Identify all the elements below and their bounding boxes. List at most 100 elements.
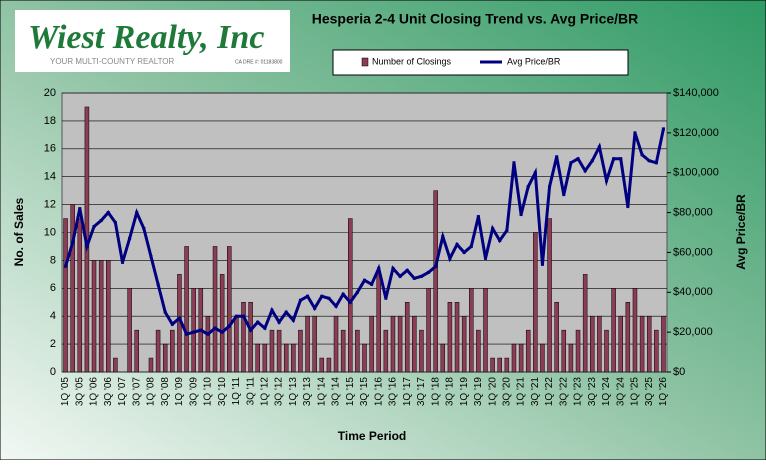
y-tick-label: 2 [50,338,56,350]
y2-tick-label: $140,000 [673,87,719,99]
legend-label: Number of Closings [372,56,452,66]
price-marker [313,306,317,310]
price-marker [291,318,295,322]
bar [184,246,189,373]
price-marker [605,179,608,183]
y-tick-label: 10 [44,226,56,238]
bar [283,343,289,373]
bar [276,329,282,373]
bar [497,357,502,373]
price-marker [469,244,473,248]
bar [305,315,310,373]
logo-tagline: YOUR MULTI-COUNTY REALTOR [50,57,175,66]
bar [219,274,225,373]
bar [469,288,474,373]
price-marker [640,153,644,157]
bar [518,343,524,373]
bar [483,288,488,373]
price-marker [590,159,594,163]
x-tick-label: 1Q '09 [174,377,185,407]
price-marker [242,314,245,318]
bar [646,315,652,373]
bar [632,288,638,373]
price-marker [370,282,374,286]
price-marker [298,298,302,302]
y-tick-label: 14 [44,171,56,183]
x-tick-label: 1Q '14 [316,377,327,407]
price-marker [619,157,623,161]
bar [404,302,410,373]
bar [561,329,567,373]
price-marker [170,322,174,326]
bar [390,315,396,373]
bar [575,329,581,373]
price-marker [533,171,537,175]
bar [369,315,374,373]
bar [490,357,495,373]
bar [383,329,389,373]
price-marker [263,326,267,330]
price-marker [163,310,167,314]
bar [611,288,616,373]
price-marker [234,314,238,318]
x-tick-label: 3Q '15 [359,377,370,407]
y-tick-label: 12 [44,199,56,211]
price-marker [206,332,210,336]
price-marker [626,205,630,209]
price-marker [85,244,89,248]
bar [77,218,83,373]
price-marker [412,276,416,280]
price-marker [284,310,288,314]
price-marker [419,274,423,278]
bar [362,343,367,373]
bar [604,329,609,373]
y-tick-label: 18 [44,115,56,127]
price-marker [270,308,274,312]
y-tick-label: 0 [50,366,56,378]
x-tick-label: 3Q '23 [587,377,598,407]
x-tick-label: 3Q '24 [615,377,626,407]
bar [419,329,424,373]
price-marker [562,193,566,197]
bar [63,218,68,373]
price-marker [576,157,580,161]
y2-tick-label: $40,000 [673,286,713,298]
bar [191,288,196,373]
price-marker [92,225,96,229]
x-tick-label: 1Q '10 [203,377,214,407]
x-tick-label: 3Q '19 [473,377,484,407]
price-marker [391,266,395,270]
price-marker [540,262,544,266]
price-marker [156,282,160,286]
x-tick-label: 3Q '20 [501,377,512,407]
price-marker [448,256,452,260]
bar [212,246,218,373]
price-marker [306,294,310,298]
price-marker [142,227,146,231]
x-tick-label: 1Q '12 [259,377,270,407]
price-marker [505,229,509,233]
bar [426,288,431,373]
bar [91,260,97,373]
x-tick-label: 1Q '25 [630,377,641,407]
x-tick-label: 3Q '13 [302,377,313,407]
chart-title: Hesperia 2-4 Unit Closing Trend vs. Avg … [312,11,639,27]
x-tick-label: 1Q '24 [601,377,612,407]
price-marker [220,330,224,334]
bar [533,232,538,373]
price-marker [583,169,587,173]
x-tick-label: 3Q '10 [217,377,228,407]
x-tick-label: 1Q '22 [544,377,555,407]
x-axis-label: Time Period [338,429,406,443]
logo-license: CA DRE #: 01183800 [235,59,283,65]
price-marker [548,185,552,189]
x-tick-label: 3Q '05 [74,377,85,407]
bar [540,343,545,373]
price-marker [569,161,573,165]
y-tick-label: 4 [50,310,56,322]
x-tick-label: 1Q '11 [231,377,242,406]
bar [333,315,339,373]
x-tick-label: 3Q '11 [245,377,256,406]
price-marker [363,278,366,282]
